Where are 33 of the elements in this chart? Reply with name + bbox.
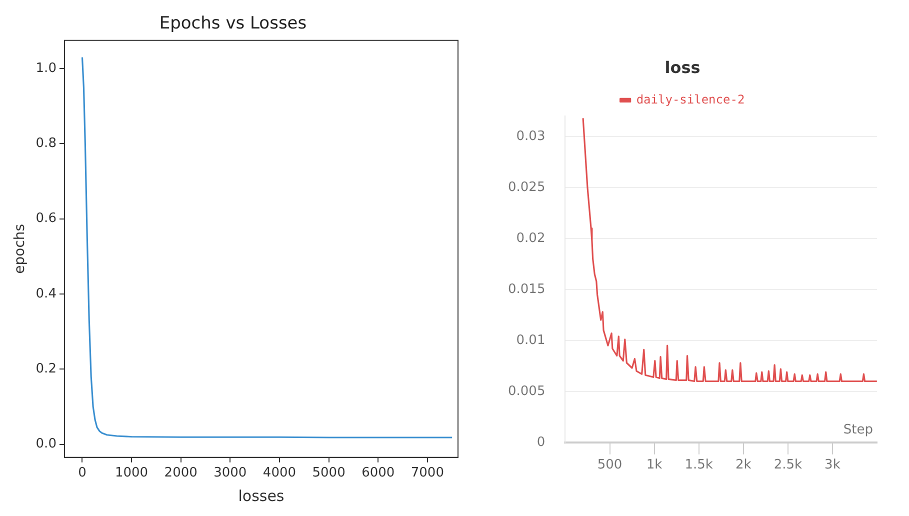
legend-label: daily-silence-2 (636, 92, 745, 106)
y-tick-label: 1.0 (36, 60, 56, 76)
x-tick-label: 2000 (164, 466, 198, 481)
x-tick-label: 4000 (262, 466, 296, 481)
x-tick-label: 7000 (410, 466, 444, 481)
y-tick-label: 0 (536, 434, 546, 450)
y-tick-label: 0.6 (36, 211, 56, 226)
x-tick-label: 3k (824, 458, 841, 473)
x-axis-title: Step (843, 422, 873, 438)
x-axis-title: losses (238, 486, 284, 505)
y-tick-label: 0.8 (36, 136, 56, 152)
y-tick-label: 0.01 (516, 332, 546, 348)
x-tick-label: 5000 (312, 466, 346, 481)
y-tick-label: 0.025 (508, 180, 546, 195)
x-tick-label: 2.5k (774, 458, 802, 473)
x-tick-label: 1000 (114, 466, 148, 481)
y-axis-title: epochs (12, 224, 28, 274)
y-tick-label: 0.0 (36, 436, 56, 452)
x-tick-label: 1.5k (684, 458, 714, 473)
chart-title: Epochs vs Losses (159, 14, 307, 34)
x-tick-label: 0 (78, 466, 86, 481)
y-tick-label: 0.03 (516, 128, 546, 144)
x-tick-label: 500 (597, 458, 622, 473)
x-tick-label: 3000 (214, 466, 247, 481)
x-tick-label: 6000 (362, 466, 395, 481)
y-tick-label: 0.005 (508, 384, 546, 399)
x-tick-label: 1k (646, 458, 663, 473)
x-tick-label: 2k (735, 458, 752, 473)
y-tick-label: 0.2 (36, 361, 56, 376)
y-tick-label: 0.015 (508, 282, 546, 297)
chart-title: loss (664, 58, 700, 77)
y-tick-label: 0.4 (36, 286, 56, 302)
y-tick-label: 0.02 (516, 230, 546, 246)
